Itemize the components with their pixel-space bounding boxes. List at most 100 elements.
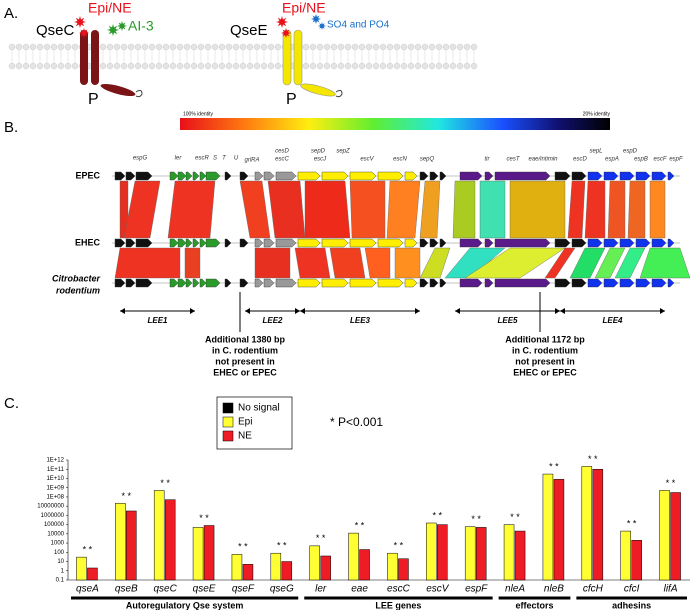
bar [281, 561, 293, 581]
lipid-head [197, 62, 205, 70]
x-tick-label: espF [465, 584, 488, 595]
lipid-head [337, 43, 345, 51]
gene-arrow [297, 278, 321, 288]
y-tick-label: 1E+11 [47, 467, 65, 473]
lipid-head [155, 43, 163, 51]
gene-arrow [177, 278, 187, 288]
lipid-head [330, 43, 338, 51]
gene-arrow [404, 278, 418, 288]
gene-arrow [275, 278, 297, 288]
lipid-head [22, 62, 30, 70]
gene-label: U [234, 156, 239, 162]
gene-arrow [484, 278, 494, 288]
note: EHEC or EPEC [513, 367, 577, 377]
lipid-head [428, 62, 436, 70]
gene-label: S [213, 156, 217, 162]
synteny-band [254, 247, 291, 279]
note: in C. rodentium [512, 345, 578, 355]
lipid-head [337, 62, 345, 70]
bar [398, 558, 409, 581]
synteny-band [464, 247, 566, 279]
significance: * * [627, 518, 637, 528]
gene-arrow [587, 238, 603, 248]
x-tick-label: eae [351, 584, 368, 595]
ligand-label: AI-3 [128, 18, 154, 34]
lipid-head [134, 62, 142, 70]
lipid-head [162, 62, 170, 70]
gene-label: escJ [314, 157, 327, 163]
gene-arrow [192, 238, 200, 248]
bar [464, 526, 476, 581]
lipid-head [344, 43, 352, 51]
lipid-head [225, 62, 233, 70]
lipid-head [43, 62, 51, 70]
significance: * * [83, 545, 93, 555]
lipid-head [162, 43, 170, 51]
gene-arrow [263, 278, 275, 288]
gene-label: escD [573, 157, 587, 163]
legend-swatch [222, 416, 234, 428]
lipid-head [246, 62, 254, 70]
lipid-head [204, 43, 212, 51]
gene-arrow [114, 238, 126, 248]
bar [359, 549, 370, 581]
lipid-head [267, 62, 275, 70]
bar [348, 532, 359, 581]
lipid-head [29, 43, 37, 51]
lipid-head [148, 43, 156, 51]
lipid-head [470, 43, 478, 51]
gene-arrow [377, 278, 404, 288]
bar [659, 490, 670, 581]
gene-arrow [429, 171, 439, 181]
gene-arrow [419, 238, 429, 248]
lipid-head [57, 62, 65, 70]
gene-arrow [429, 278, 439, 288]
lipid-head [36, 62, 44, 70]
y-tick-label: 1000000 [41, 513, 65, 519]
gene-arrow [205, 238, 221, 248]
bar [231, 554, 243, 581]
synteny-band [584, 180, 606, 239]
lipid-head [407, 62, 415, 70]
bar [437, 524, 448, 581]
gene-arrow [185, 278, 193, 288]
lipid-head [400, 43, 408, 51]
lipid-head [456, 43, 464, 51]
lipid-head [127, 62, 135, 70]
lipid-head [22, 43, 30, 51]
significance: * * [549, 461, 559, 471]
lipid-head [260, 62, 268, 70]
gene-arrow [651, 278, 667, 288]
y-tick-label: 1E+09 [46, 485, 64, 491]
receptor [91, 30, 99, 85]
gene-arrow [185, 238, 193, 248]
significance-note: * P<0.001 [330, 415, 383, 429]
lipid-head [267, 43, 275, 51]
gene-arrow [177, 171, 187, 181]
lipid-head [323, 43, 331, 51]
lipid-head [106, 62, 114, 70]
bar [164, 499, 176, 581]
ligand-icon [311, 14, 321, 24]
group-label: Autoregulatory Qse system [126, 600, 244, 610]
synteny-band [594, 247, 626, 279]
gene-label: ler [175, 156, 183, 162]
x-tick-label: cfcI [624, 584, 640, 595]
synteny-band [394, 247, 421, 279]
gene-arrow [429, 238, 439, 248]
y-tick-label: 10000 [47, 531, 64, 537]
lipid-head [211, 43, 219, 51]
significance: * * [160, 478, 170, 488]
gene-arrow [254, 278, 264, 288]
gene-label: escR [195, 156, 209, 162]
lipid-head [274, 62, 282, 70]
lipid-head [176, 62, 184, 70]
synteny-band [267, 180, 306, 239]
synteny-band [607, 180, 626, 239]
lipid-head [232, 43, 240, 51]
panel-label: C. [4, 395, 19, 412]
operon-arrowhead [660, 308, 665, 314]
lipid-head [64, 43, 72, 51]
gene-arrow [571, 278, 587, 288]
operon-arrowhead [120, 308, 125, 314]
